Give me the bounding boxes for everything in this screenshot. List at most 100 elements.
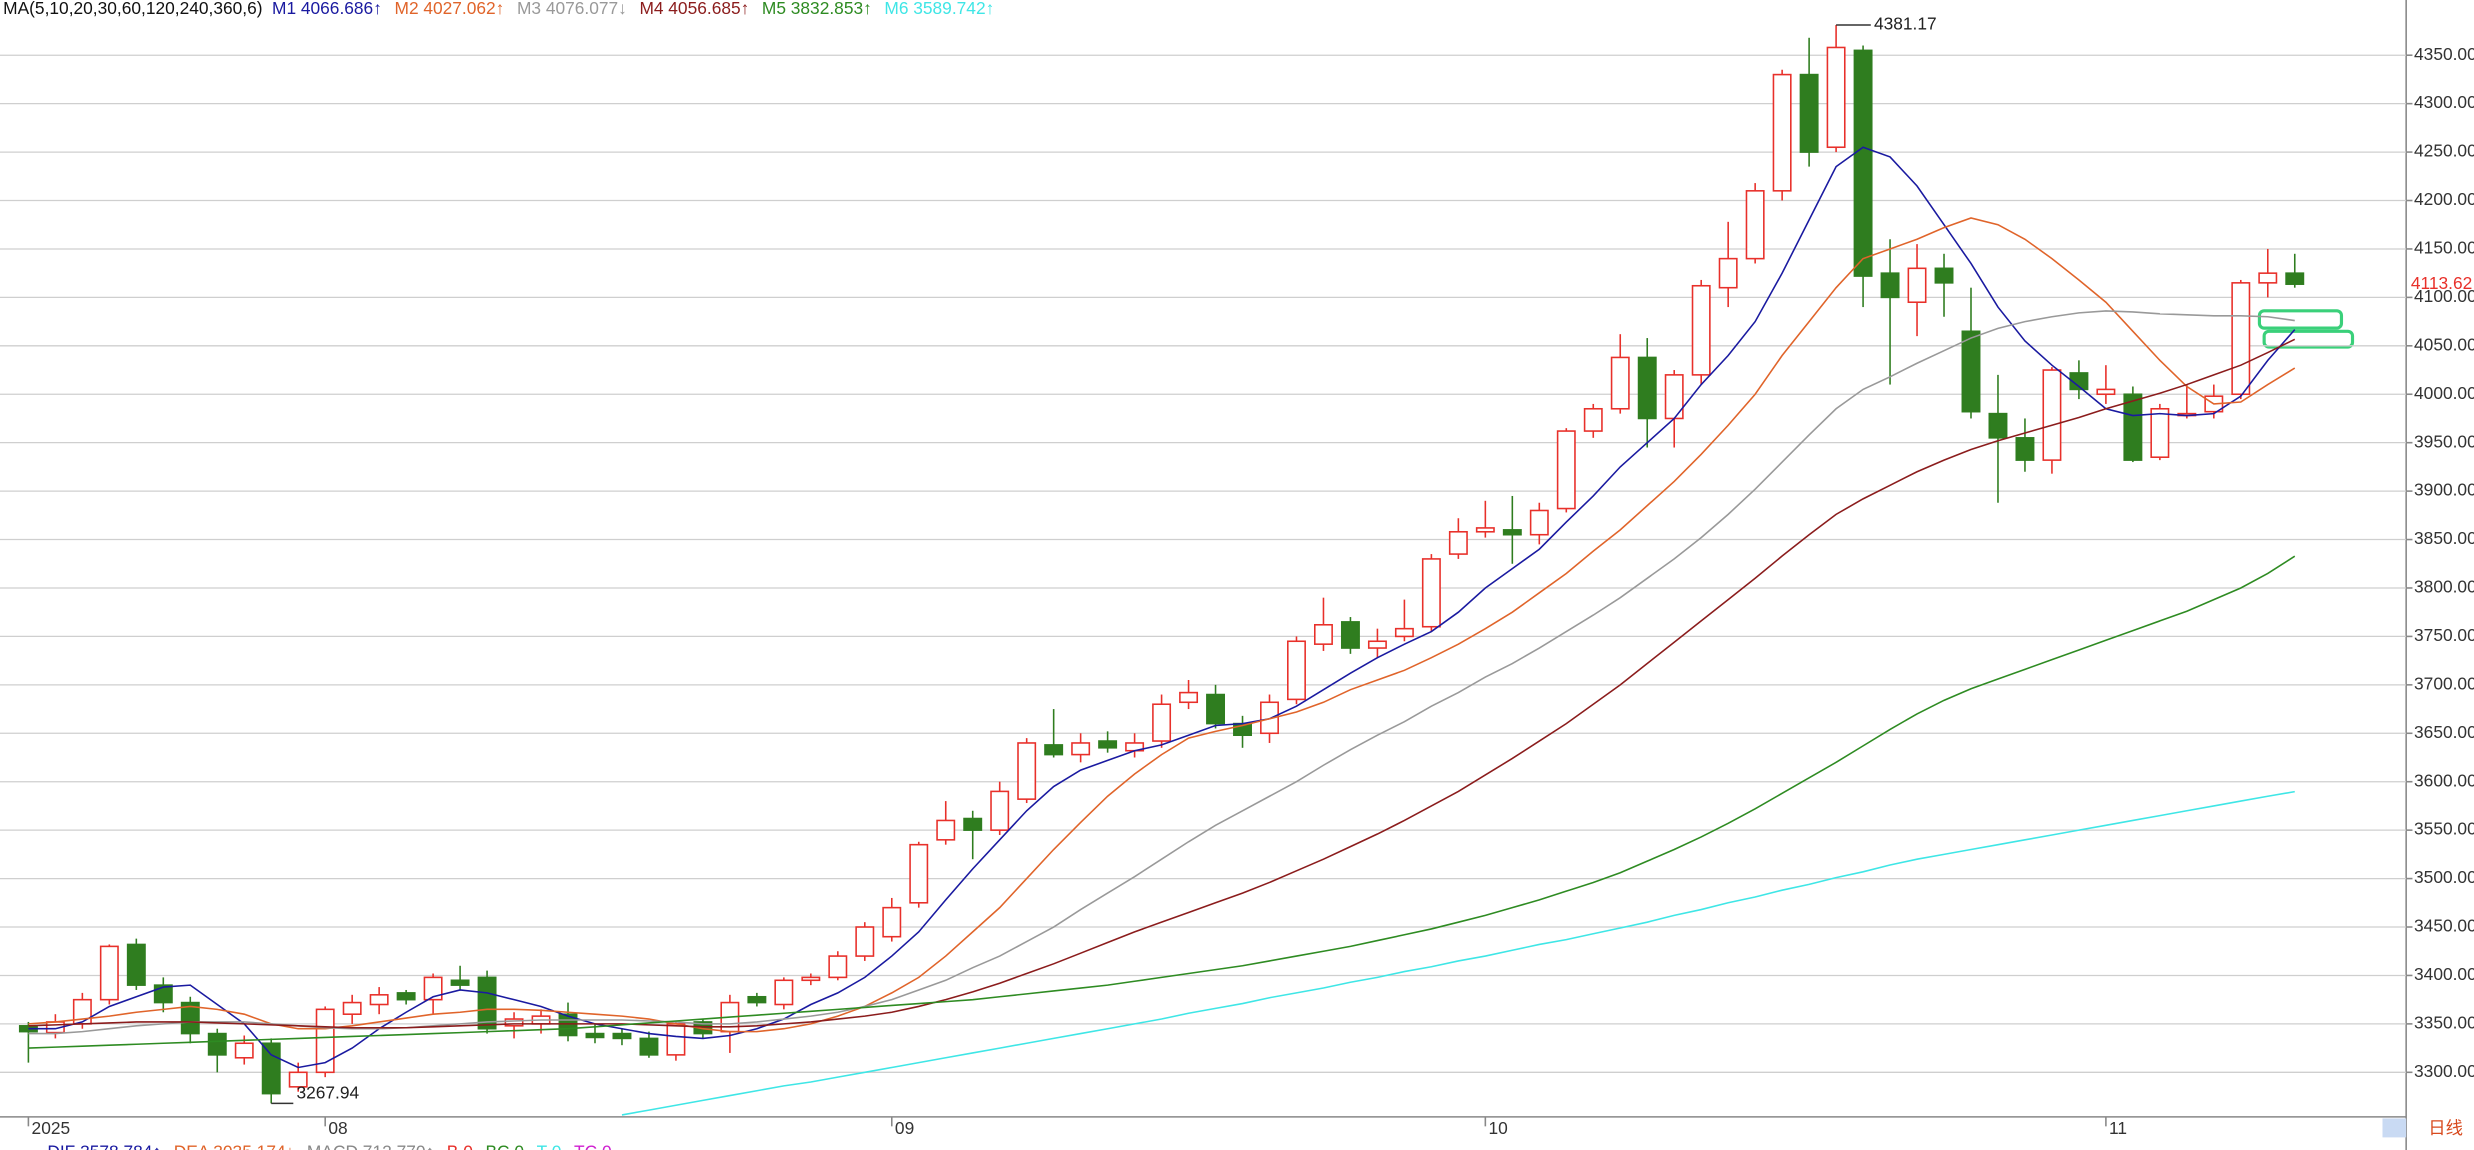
candle-body — [747, 995, 767, 1004]
candle-body — [936, 819, 956, 841]
legend-value: 4056.685↑ — [668, 0, 749, 18]
candle-body — [1313, 624, 1333, 645]
footer-indicator: B 0 — [447, 1142, 473, 1150]
legend-value: 3589.742↑ — [913, 0, 994, 18]
x-tick-label: 09 — [895, 1118, 914, 1138]
candle-body — [828, 955, 848, 979]
candle-body — [288, 1071, 308, 1088]
candle-body — [639, 1037, 659, 1056]
y-tick-label: 3300.00 — [2414, 1061, 2474, 1081]
x-tick-label: 08 — [328, 1118, 347, 1138]
candle-body — [1610, 356, 1630, 410]
candle-body — [423, 976, 443, 1001]
candle-body — [1044, 744, 1064, 756]
candle-body — [1691, 284, 1711, 376]
ma-line — [28, 555, 2296, 1049]
candle-body — [1799, 73, 1819, 153]
candle-body — [180, 1001, 200, 1035]
y-tick-label: 4250.00 — [2414, 141, 2474, 161]
candle-body — [1098, 740, 1118, 749]
candle-body — [1934, 267, 1954, 284]
candle-body — [261, 1042, 281, 1095]
x-tick-label: 10 — [1489, 1118, 1508, 1138]
candle-body — [585, 1032, 605, 1039]
candle-body — [2042, 369, 2062, 461]
last-price-label: 4113.62 — [2411, 273, 2472, 293]
candle-body — [1556, 430, 1576, 510]
y-tick-label: 4350.00 — [2414, 44, 2474, 64]
candle-body — [2231, 282, 2251, 396]
y-tick-label: 4200.00 — [2414, 189, 2474, 209]
drawing-box[interactable] — [2257, 309, 2344, 330]
y-tick-label: 4150.00 — [2414, 238, 2474, 258]
y-tick-label: 4050.00 — [2414, 334, 2474, 354]
y-tick-label: 3600.00 — [2414, 770, 2474, 790]
candle-body — [882, 906, 902, 938]
footer-indicator: DEA 3035.174↓ — [174, 1142, 295, 1150]
candle-body — [666, 1023, 686, 1056]
footer-indicator: TC 0 — [574, 1142, 612, 1150]
candle-body — [1287, 640, 1306, 701]
candle-body — [990, 790, 1010, 831]
candle-body — [396, 992, 416, 1001]
candle-body — [1583, 407, 1603, 432]
y-tick-label: 3850.00 — [2414, 528, 2474, 548]
candle-body — [477, 976, 497, 1030]
drawing-box[interactable] — [2262, 329, 2355, 349]
legend-value: 4027.062↑ — [423, 0, 504, 18]
legend-name: M5 — [762, 0, 786, 18]
legend-name: M3 — [517, 0, 541, 18]
candle-body — [855, 926, 875, 957]
candle-body — [1853, 49, 1873, 277]
candle-body — [1961, 330, 1981, 413]
candle-body — [1448, 531, 1468, 555]
candle-body — [2069, 372, 2089, 391]
candle-body — [1206, 693, 1226, 725]
candle-body — [342, 1001, 362, 1015]
candle-body — [153, 984, 173, 1004]
ma-line — [28, 146, 2296, 1069]
candle-body — [1907, 267, 1927, 304]
candle-body — [1637, 356, 1657, 420]
footer-indicator: BC 0 — [485, 1142, 524, 1150]
ma-line — [28, 338, 2296, 1029]
ma-line — [621, 790, 2295, 1116]
candle-body — [1367, 640, 1387, 649]
y-tick-label: 3650.00 — [2414, 722, 2474, 742]
candle-body — [99, 945, 119, 1001]
y-tick-label: 3350.00 — [2414, 1012, 2474, 1032]
legend-name: M6 — [884, 0, 908, 18]
x-tick-label: 2025 — [32, 1118, 71, 1138]
footer-indicator: T 0 — [537, 1142, 562, 1150]
y-tick-label: 3800.00 — [2414, 577, 2474, 597]
candle-body — [1475, 527, 1495, 533]
candle-body — [207, 1032, 227, 1056]
candle-body — [2123, 393, 2143, 461]
legend-name: M1 — [272, 0, 296, 18]
y-tick-label: 3500.00 — [2414, 867, 2474, 887]
candle-body — [2150, 407, 2170, 458]
candle-body — [1071, 742, 1091, 756]
candle-body — [612, 1032, 632, 1040]
candle-body — [450, 979, 470, 986]
legend-value: 4076.077↓ — [546, 0, 627, 18]
legend-value: 4066.686↑ — [301, 0, 382, 18]
y-tick-label: 3750.00 — [2414, 625, 2474, 645]
candle-body — [2285, 272, 2305, 285]
candle-body — [774, 979, 794, 1006]
candle-body — [963, 817, 983, 831]
y-tick-label: 4100.00 — [2414, 286, 2474, 306]
candle-body — [1718, 257, 1738, 289]
low-label: 3267.94 — [296, 1082, 359, 1102]
candle-body — [504, 1018, 524, 1027]
footer-indicator: MACD 712.770↑ — [307, 1142, 434, 1150]
period-button[interactable] — [2382, 1118, 2407, 1138]
candle-body — [1988, 412, 2008, 439]
y-tick-label: 3550.00 — [2414, 819, 2474, 839]
candle-body — [1260, 701, 1279, 735]
legend-title: MA(5,10,20,30,60,120,240,360,6) — [3, 0, 262, 18]
x-tick-label: 11 — [2109, 1118, 2127, 1138]
candle-body — [1745, 190, 1765, 260]
